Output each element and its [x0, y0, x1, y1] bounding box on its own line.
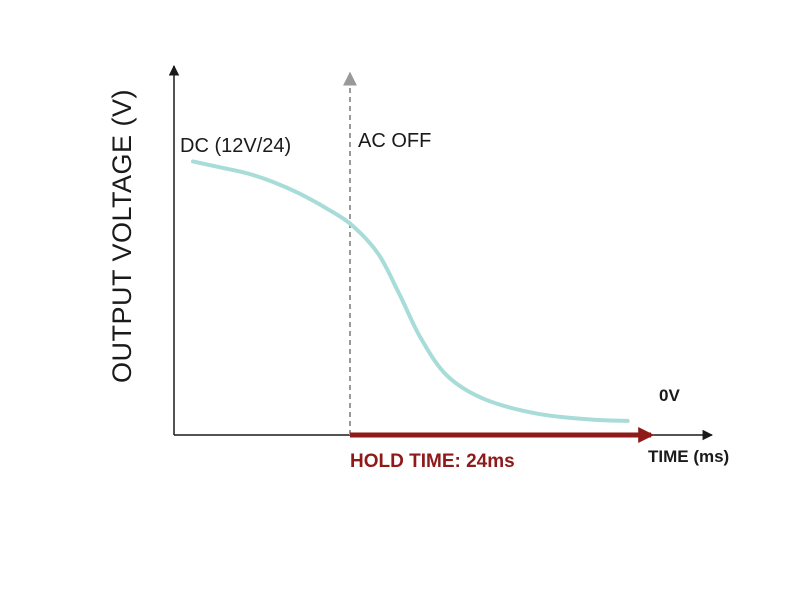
- x-axis-label: TIME (ms): [648, 447, 729, 466]
- voltage-decay-curve: [191, 159, 630, 423]
- dc-start-label: DC (12V/24): [180, 135, 291, 157]
- ac-off-label: AC OFF: [358, 130, 431, 152]
- hold-time-label: HOLD TIME: 24ms: [350, 451, 515, 472]
- y-axis-label: OUTPUT VOLTAGE (V): [107, 89, 137, 383]
- zero-volt-label: 0V: [659, 386, 680, 405]
